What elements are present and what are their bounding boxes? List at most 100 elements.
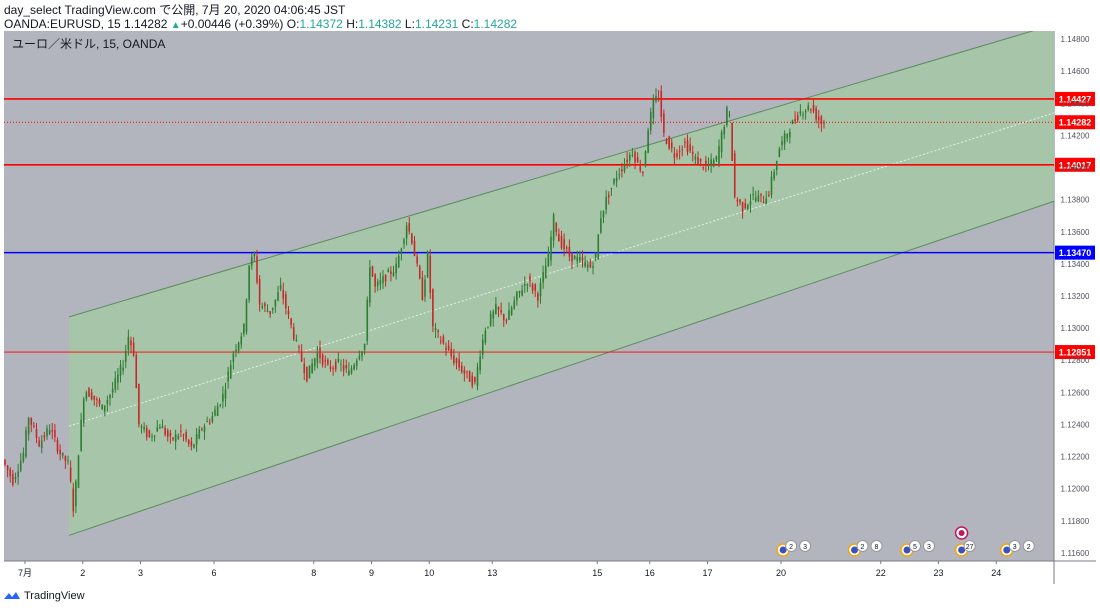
candle-body: [319, 347, 321, 359]
candle-body: [35, 429, 38, 438]
event-count-badge[interactable]: [963, 540, 976, 552]
candle-body: [358, 356, 361, 359]
y-tick-label: 1.13800: [1061, 196, 1090, 205]
candle-body: [712, 160, 715, 167]
candle-body: [85, 392, 88, 399]
candle-body: [770, 176, 773, 195]
candle-body: [4, 459, 6, 465]
candle-body: [529, 276, 531, 281]
event-count-badge[interactable]: [1022, 540, 1035, 552]
candle-body: [148, 430, 151, 437]
symbol-label: OANDA:EURUSD, 15: [4, 17, 121, 31]
candle-body: [88, 388, 90, 397]
candle-body: [636, 156, 639, 163]
candle-body: [172, 437, 174, 440]
candle-body: [198, 429, 201, 439]
candle-body: [43, 435, 46, 438]
x-tick-label: 22: [876, 568, 886, 578]
publish-info: day_select TradingView.com で公開, 7月 20, 2…: [4, 3, 346, 17]
candle-body: [500, 309, 502, 313]
channel-lower-line: [68, 200, 1055, 536]
candle-body: [474, 377, 476, 382]
candle-body: [649, 111, 652, 131]
candle-body: [405, 225, 408, 239]
tradingview-logo-icon: [4, 592, 20, 599]
candle-body: [266, 310, 269, 312]
candle-body: [544, 265, 547, 279]
candle-body: [489, 314, 492, 326]
candle-body: [644, 151, 647, 167]
y-tick-label: 1.13400: [1061, 260, 1090, 269]
candle-body: [313, 358, 316, 367]
event-count-badge[interactable]: [923, 540, 935, 552]
candle-body: [476, 367, 479, 387]
x-tick-label: 6: [211, 568, 216, 578]
candle-body: [466, 370, 468, 372]
event-flag-inner: [851, 546, 858, 554]
open-label: O:: [286, 17, 300, 31]
candle-body: [253, 254, 256, 257]
candle-body: [109, 394, 111, 399]
candle-body: [397, 255, 400, 268]
price-chart[interactable]: 1.14427 1.14282 1.14017 1.13470 1.12851 1.14…: [4, 31, 1096, 584]
event-count-badge[interactable]: [799, 540, 812, 552]
price-level-label: 1.14427: [1059, 94, 1092, 104]
candle-body: [568, 247, 571, 257]
candle-body: [534, 284, 537, 291]
event-count-badge[interactable]: [909, 540, 921, 552]
candle-body: [678, 151, 681, 153]
candle-body: [607, 195, 610, 198]
event-count-label: 2: [861, 544, 865, 551]
candle-body: [634, 151, 636, 163]
candle-body: [106, 399, 109, 405]
y-tick-label: 1.12600: [1061, 388, 1090, 397]
candle-body: [98, 399, 101, 404]
candle-body: [581, 257, 584, 260]
candle-body: [311, 363, 313, 373]
candle-body: [329, 366, 332, 370]
candle-body: [117, 374, 119, 383]
candle-body: [111, 389, 114, 393]
event-count-badge[interactable]: [870, 540, 883, 552]
candle-body: [778, 148, 781, 158]
candle-body: [510, 307, 513, 315]
candle-body: [201, 429, 203, 431]
candle-body: [374, 274, 376, 287]
candle-body: [185, 432, 187, 440]
candle-body: [720, 132, 723, 153]
candle-body: [665, 139, 668, 144]
candle-body: [815, 108, 817, 120]
candle-body: [369, 267, 371, 303]
event-count-label: 3: [803, 544, 807, 551]
candle-body: [363, 344, 366, 350]
candle-body: [292, 327, 295, 340]
candle-body: [122, 367, 124, 371]
event-flag-inner: [1003, 546, 1011, 554]
price-level-tag: [1055, 157, 1095, 172]
open-value: 1.14372: [299, 17, 343, 31]
candle-body: [130, 340, 132, 346]
candle-body: [208, 422, 211, 424]
candle-body: [823, 122, 825, 124]
candle-body: [670, 142, 673, 149]
candle-body: [445, 347, 447, 351]
event-count-badge[interactable]: [856, 540, 869, 552]
candle-body: [345, 365, 348, 369]
candle-body: [298, 346, 300, 348]
footer-brand: TradingView: [24, 590, 85, 602]
candle-body: [61, 452, 64, 456]
candle-body: [663, 113, 665, 133]
candle-body: [190, 441, 193, 447]
candle-body: [282, 289, 285, 299]
candle-body: [592, 266, 594, 268]
candle-body: [250, 256, 253, 266]
event-count-badge[interactable]: [785, 540, 798, 552]
candle-body: [69, 467, 72, 482]
candle-body: [807, 105, 810, 110]
event-count-badge[interactable]: [1008, 540, 1021, 552]
candle-body: [439, 340, 442, 342]
x-tick-label: 24: [991, 568, 1001, 578]
candle-body: [539, 282, 542, 297]
candle-body: [424, 279, 426, 297]
time-axis-background: [4, 561, 1054, 584]
